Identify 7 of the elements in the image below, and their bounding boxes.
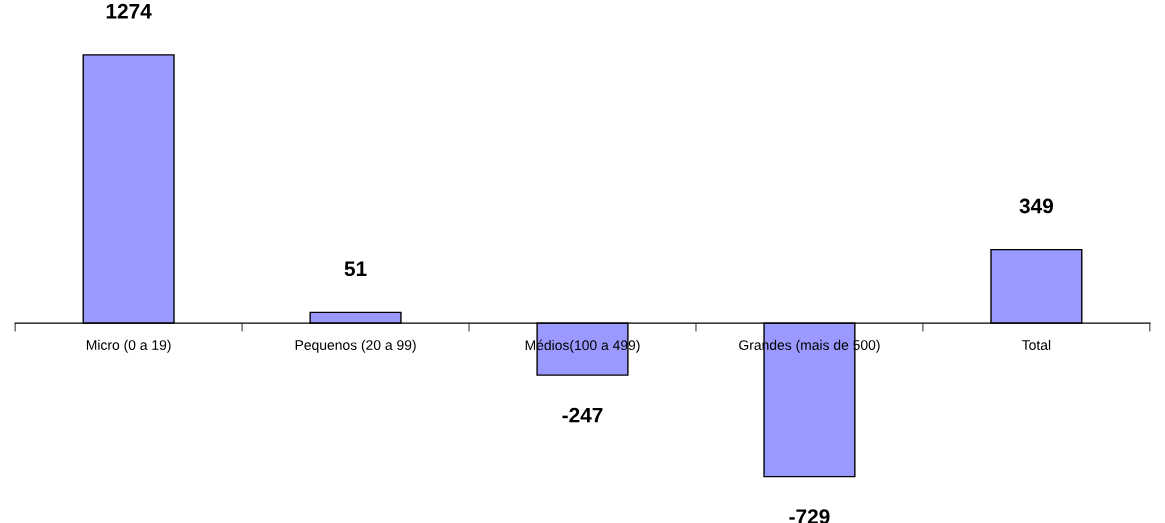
x-tick-label: Micro (0 a 19) (86, 339, 171, 353)
x-tick-label: Pequenos (20 a 99) (295, 339, 416, 353)
x-tick-label: Total (1022, 339, 1051, 350)
data-label: 1274 (106, 3, 152, 19)
data-label: 51 (344, 261, 367, 277)
data-label: 349 (1019, 198, 1053, 214)
data-label: -247 (562, 407, 603, 423)
